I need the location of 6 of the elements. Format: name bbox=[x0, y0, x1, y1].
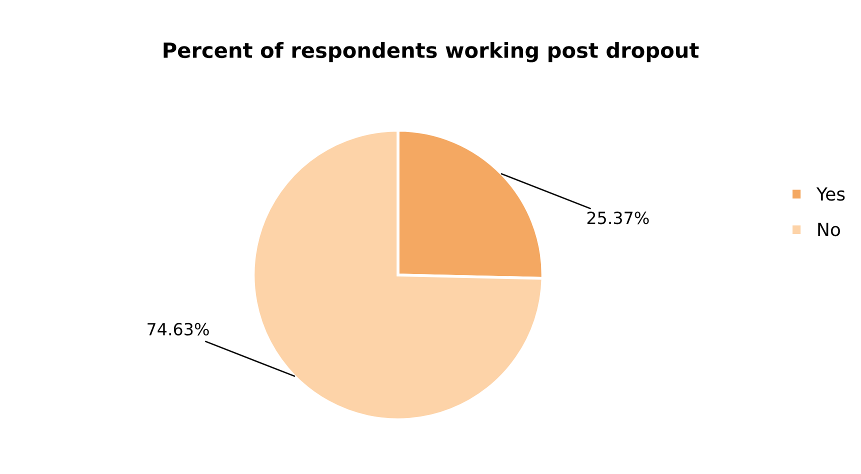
pie-slice bbox=[252, 128, 544, 422]
legend-label: No bbox=[818, 222, 840, 236]
data-label: 74.63% bbox=[148, 322, 209, 336]
chart-title: Percent of respondents working post dropout bbox=[164, 42, 699, 62]
data-label: 25.37% bbox=[587, 212, 649, 224]
legend-label: Yes bbox=[816, 187, 845, 201]
